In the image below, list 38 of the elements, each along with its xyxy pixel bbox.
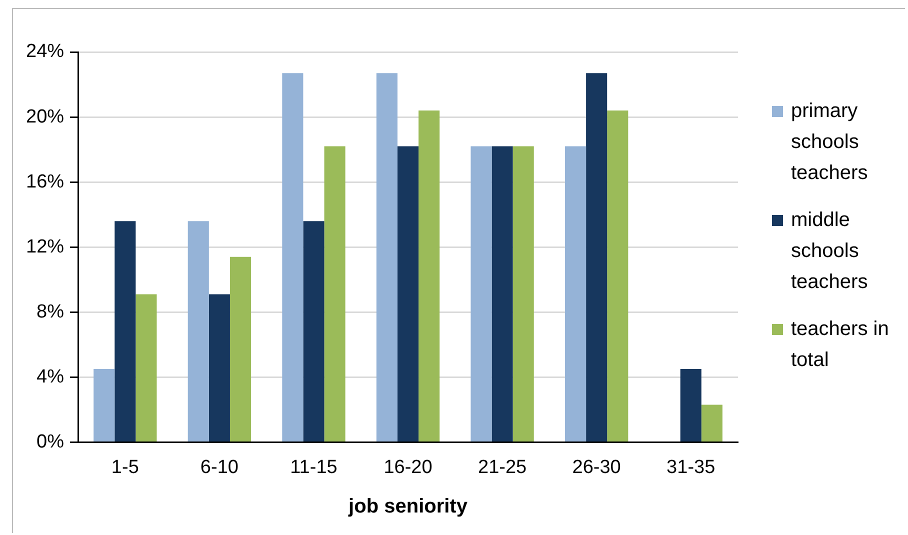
x-tick-label: 11-15 bbox=[290, 456, 338, 478]
y-tick-label: 8% bbox=[36, 301, 64, 322]
bar bbox=[397, 146, 419, 442]
bar bbox=[94, 369, 115, 442]
bar bbox=[136, 294, 157, 442]
x-tick-label: 21-25 bbox=[478, 456, 527, 478]
y-tick-label: 16% bbox=[26, 171, 64, 192]
x-tick-label: 26-30 bbox=[572, 456, 621, 478]
legend-label: middle schools teachers bbox=[791, 208, 869, 295]
y-tick-label: 24% bbox=[26, 41, 64, 62]
bar bbox=[282, 73, 304, 442]
bar bbox=[188, 221, 209, 442]
y-tick-label: 0% bbox=[36, 431, 64, 452]
bar bbox=[230, 256, 252, 442]
x-tick-label: 1-5 bbox=[111, 456, 139, 478]
x-axis-title: job seniority bbox=[348, 496, 468, 518]
bar bbox=[492, 146, 513, 442]
bar bbox=[418, 110, 440, 442]
legend-label: primary schools teachers bbox=[791, 99, 869, 186]
x-tick-label: 6-10 bbox=[200, 456, 238, 478]
bar bbox=[324, 146, 346, 442]
bar bbox=[303, 221, 324, 442]
bar bbox=[512, 146, 534, 442]
bar bbox=[564, 146, 586, 442]
legend-label: teachers in total bbox=[791, 317, 890, 373]
bar bbox=[376, 73, 398, 442]
y-tick-label: 12% bbox=[26, 236, 64, 258]
bar bbox=[607, 110, 628, 442]
x-tick-label: 16-20 bbox=[384, 456, 432, 478]
bar bbox=[701, 404, 722, 442]
y-tick-label: 20% bbox=[26, 106, 64, 128]
y-tick-label: 4% bbox=[36, 366, 64, 388]
bar bbox=[114, 221, 136, 442]
x-tick-label: 31-35 bbox=[666, 456, 716, 478]
bar bbox=[208, 294, 230, 442]
bar bbox=[470, 146, 492, 442]
bar bbox=[680, 369, 702, 442]
bar bbox=[586, 73, 608, 442]
